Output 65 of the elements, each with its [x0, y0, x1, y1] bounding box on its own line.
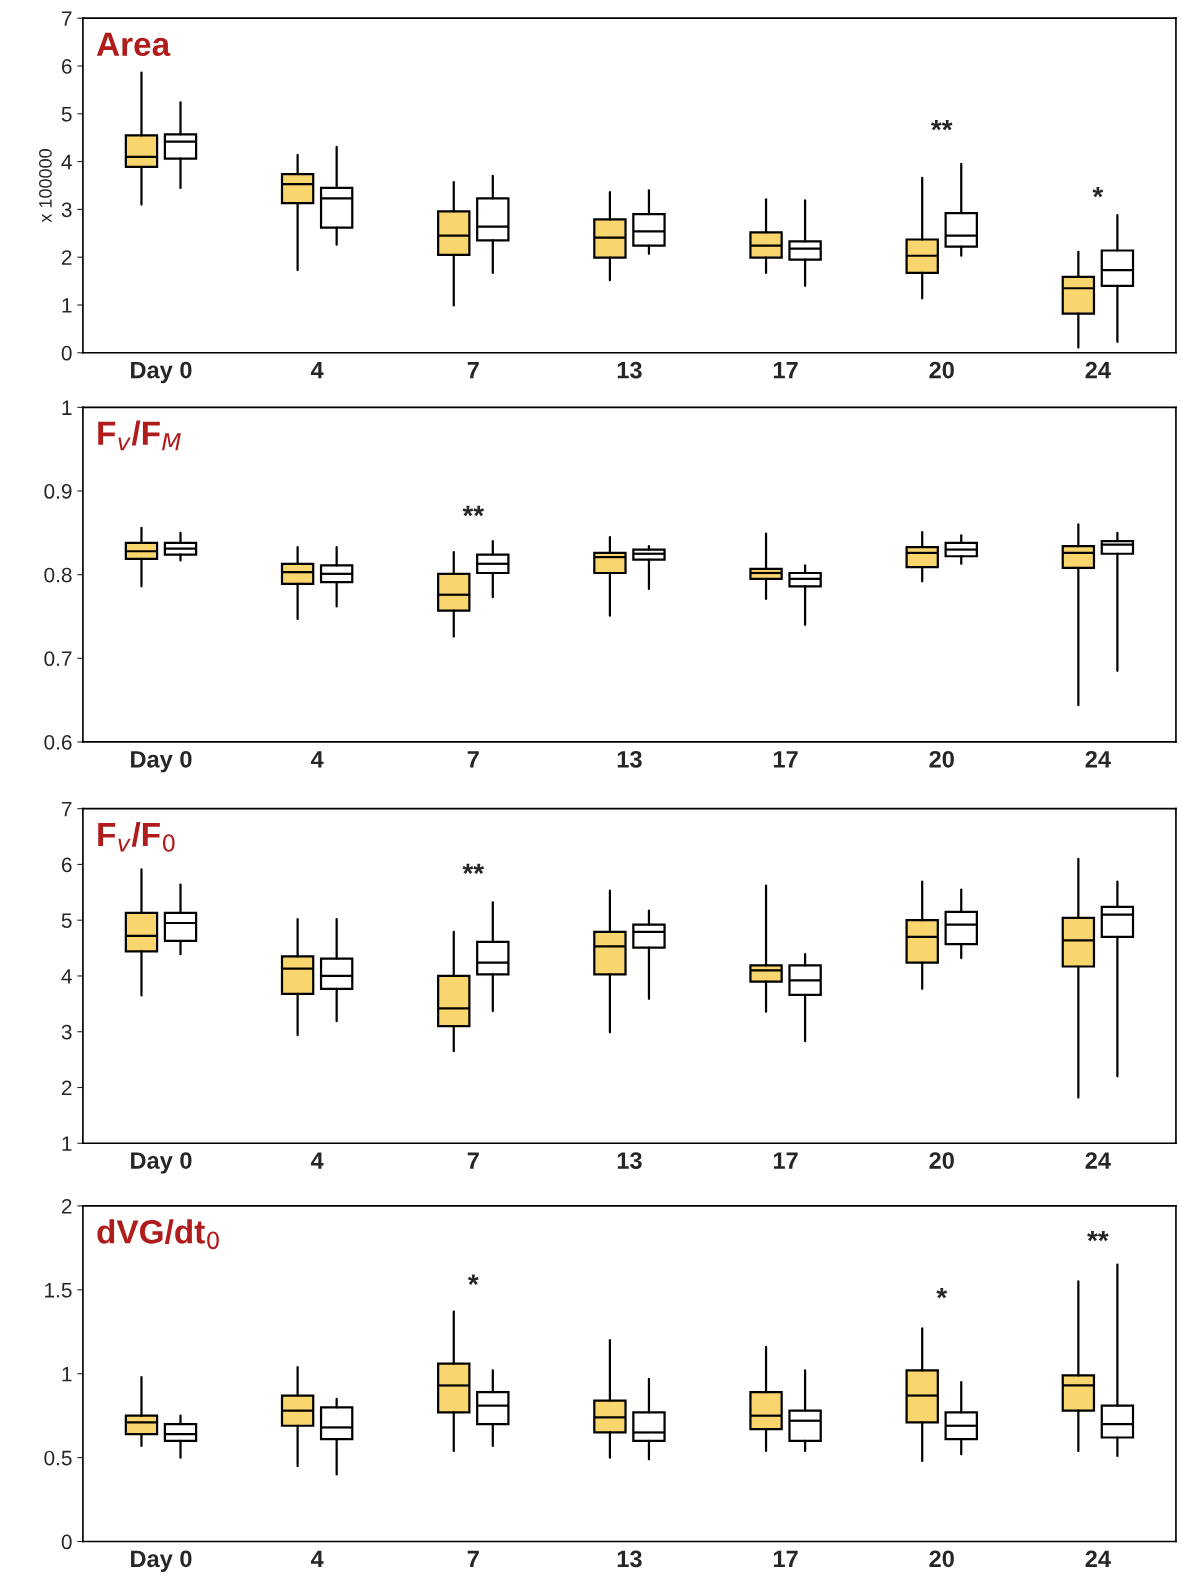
x-tick-label: Day 0: [131, 750, 192, 773]
x-tick-label: 4: [310, 1152, 324, 1169]
x-tick-label: 24: [1085, 361, 1111, 379]
y-tick-label: 1.5: [45, 1283, 72, 1298]
y-tick-label: 0.5: [44, 1450, 72, 1466]
annotation: **: [930, 120, 953, 131]
annotation: *: [936, 1287, 948, 1299]
y-tick-label: 0.9: [44, 484, 72, 499]
x-tick-label: 4: [310, 751, 324, 768]
y-tick-label: 0.6: [44, 734, 72, 750]
x-tick-label: Day 0: [131, 1152, 192, 1174]
y-tick-label: 3: [61, 202, 72, 218]
x-tick-label: 4: [310, 361, 324, 379]
x-tick-label: 20: [929, 750, 954, 768]
y-tick-label: 1: [62, 1136, 72, 1151]
x-tick-label: 20: [929, 1550, 954, 1568]
y-tick-label: 6: [61, 857, 72, 873]
x-tick-label: 20: [929, 361, 954, 379]
y-tick-label: 0.7: [44, 651, 72, 667]
x-tick-label: 24: [1085, 1152, 1111, 1169]
x-tick-label: 13: [617, 750, 642, 768]
x-tick-label: Day 0: [131, 361, 192, 384]
annotation: **: [462, 863, 485, 874]
y-tick-label: 5: [61, 107, 72, 122]
x-tick-label: 17: [773, 1152, 798, 1169]
y-tick-label: 1: [62, 298, 72, 313]
y-tick-label: 0: [61, 345, 72, 361]
x-tick-label: 20: [929, 1152, 954, 1169]
x-tick-label: 7: [467, 751, 479, 768]
y-tick-label: 4: [61, 154, 72, 170]
x-tick-label: Day 0: [131, 1550, 192, 1572]
x-tick-label: 7: [467, 361, 479, 379]
y-axis-title: x 100000: [39, 149, 52, 223]
x-tick-label: 17: [773, 751, 798, 768]
x-tick-label: 13: [617, 1152, 642, 1169]
annotation: *: [467, 1274, 479, 1285]
annotation: **: [462, 505, 485, 517]
y-tick-label: 2: [61, 1080, 72, 1096]
x-tick-label: 24: [1085, 750, 1111, 768]
x-tick-label: 4: [310, 1550, 324, 1567]
y-tick-label: 1: [62, 1366, 72, 1382]
chart-title: dVG/dt$_{0}$: [97, 1219, 219, 1250]
chart-title: F$_{v}$/F$_{M}$: [98, 420, 181, 451]
x-tick-label: 13: [617, 1550, 642, 1568]
y-tick-label: 7: [61, 801, 72, 817]
y-tick-label: 7: [61, 11, 72, 26]
y-tick-label: 0: [61, 1534, 72, 1550]
y-tick-label: 6: [61, 58, 72, 74]
y-tick-label: 4: [61, 969, 72, 984]
x-tick-label: 13: [617, 361, 642, 379]
annotation: **: [1087, 1230, 1109, 1242]
x-tick-label: 17: [773, 361, 798, 379]
y-tick-label: 1: [62, 400, 72, 415]
y-tick-label: 3: [61, 1024, 72, 1040]
annotation: *: [1092, 186, 1104, 198]
y-tick-label: 0.8: [44, 567, 72, 583]
x-tick-label: 7: [467, 1550, 479, 1567]
x-tick-label: 7: [467, 1152, 479, 1169]
y-tick-label: 2: [61, 1198, 72, 1214]
y-tick-label: 5: [61, 913, 72, 928]
x-tick-label: 24: [1085, 1550, 1111, 1567]
y-tick-label: 2: [61, 250, 72, 265]
x-tick-label: 17: [773, 1550, 798, 1567]
chart-title: F$_{v}$/F$_{0}$: [98, 821, 175, 852]
chart-title: Area: [96, 32, 171, 57]
